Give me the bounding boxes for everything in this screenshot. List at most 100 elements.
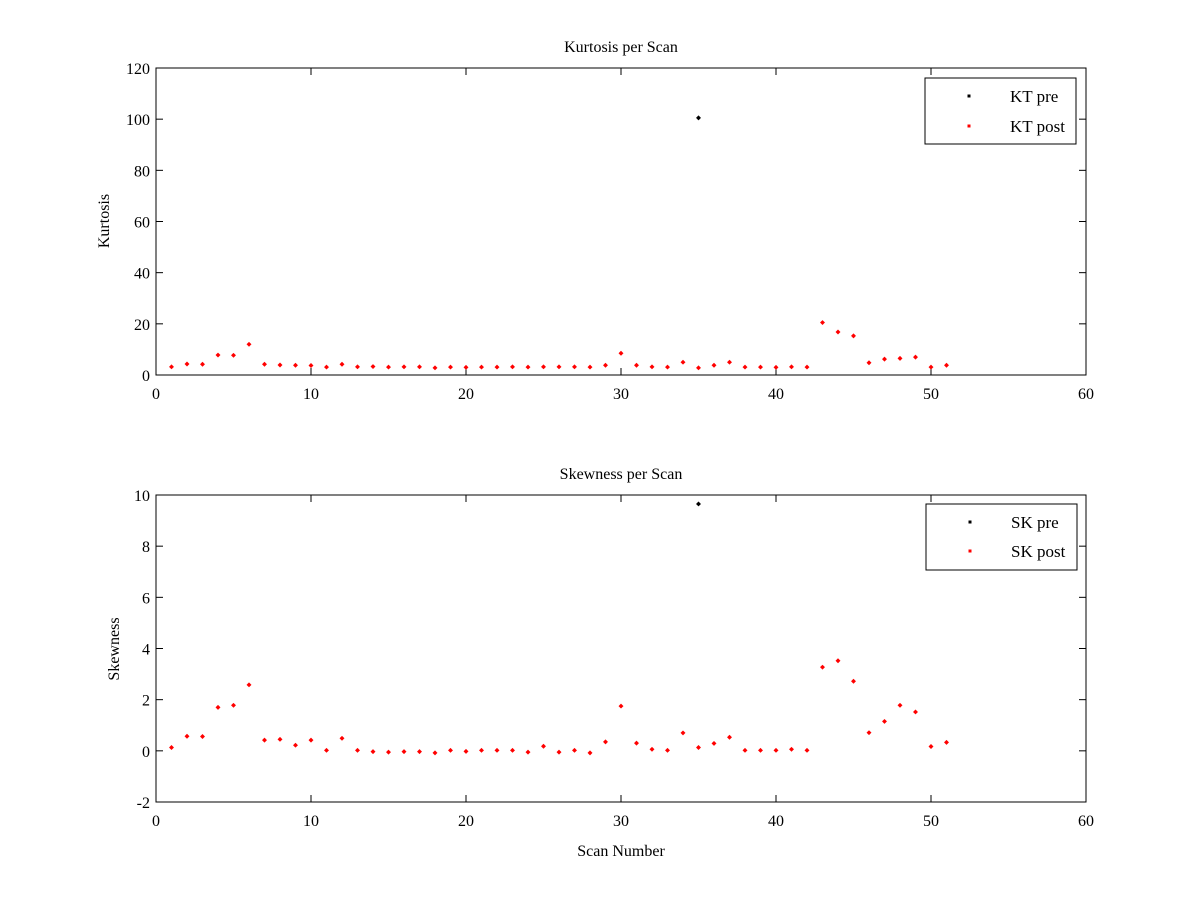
skewness-xtick-label: 10 bbox=[303, 813, 319, 830]
sk-post-point bbox=[169, 745, 174, 750]
kt-post-point bbox=[200, 361, 205, 367]
kt-post-point bbox=[680, 359, 686, 365]
kurtosis-xtick-label: 50 bbox=[923, 386, 939, 403]
sk-post-point bbox=[618, 703, 624, 709]
skewness-xlabel: Scan Number bbox=[577, 843, 665, 860]
kurtosis-ytick-label: 0 bbox=[142, 368, 150, 385]
kt-post-point bbox=[804, 364, 810, 370]
legend-marker-kt-pre bbox=[967, 94, 971, 98]
kurtosis-ylabel: Kurtosis bbox=[96, 194, 113, 248]
skewness-ytick-label: 6 bbox=[142, 590, 150, 607]
skewness-ytick-label: 4 bbox=[142, 642, 150, 659]
kt-post-point bbox=[308, 363, 314, 369]
skewness-xtick-label: 60 bbox=[1078, 813, 1094, 830]
kt-post-point bbox=[525, 364, 531, 370]
sk-post-point bbox=[510, 747, 515, 753]
legend-marker-kt-post bbox=[967, 124, 971, 128]
skewness-ytick-label: 10 bbox=[134, 488, 150, 505]
kt-post-point bbox=[370, 364, 376, 370]
skewness-xtick-label: 0 bbox=[152, 813, 160, 830]
sk-post-point bbox=[386, 749, 391, 755]
legend-label-sk-post: SK post bbox=[1011, 542, 1066, 561]
kt-post-point bbox=[618, 350, 624, 356]
sk-post-point bbox=[231, 702, 236, 708]
sk-post-point bbox=[293, 742, 298, 748]
kt-post-point bbox=[231, 352, 236, 358]
sk-post-point bbox=[804, 747, 810, 753]
kurtosis-title: Kurtosis per Scan bbox=[564, 39, 678, 56]
sk-post-point bbox=[277, 736, 283, 742]
kurtosis-xtick-label: 20 bbox=[458, 386, 474, 403]
sk-post-point bbox=[758, 747, 763, 753]
sk-post-point bbox=[401, 749, 407, 755]
sk-post-point bbox=[355, 747, 360, 753]
skewness-xtick-label: 40 bbox=[768, 813, 784, 830]
kt-post-point bbox=[463, 364, 469, 370]
kt-post-point bbox=[665, 364, 670, 370]
kt-post-point bbox=[386, 364, 391, 370]
legend-marker-sk-pre bbox=[968, 520, 972, 524]
legend-label-kt-pre: KT pre bbox=[1010, 87, 1058, 106]
kt-post-point bbox=[169, 364, 174, 370]
kt-post-point bbox=[448, 364, 453, 370]
sk-pre-point bbox=[696, 501, 701, 507]
sk-post-point bbox=[417, 749, 422, 755]
kt-post-point bbox=[479, 364, 484, 370]
kt-pre-point bbox=[696, 115, 701, 121]
sk-post-point bbox=[603, 739, 608, 745]
sk-post-point bbox=[448, 747, 453, 753]
sk-post-point bbox=[184, 733, 190, 739]
kt-post-point bbox=[510, 364, 515, 370]
kt-post-point bbox=[928, 364, 934, 370]
sk-post-point bbox=[773, 747, 779, 753]
kt-post-point bbox=[541, 364, 546, 370]
kurtosis-xtick-label: 30 bbox=[613, 386, 629, 403]
skewness-xtick-label: 50 bbox=[923, 813, 939, 830]
kt-post-point bbox=[355, 364, 360, 370]
sk-post-point bbox=[665, 747, 670, 753]
kt-post-point bbox=[417, 364, 422, 370]
skewness-legend: SK pre SK post bbox=[925, 503, 1078, 571]
skewness-legend-box bbox=[925, 503, 1078, 571]
kurtosis-xtick-label: 40 bbox=[768, 386, 784, 403]
kt-post-point bbox=[835, 329, 841, 335]
sk-post-point bbox=[200, 734, 205, 739]
sk-post-point bbox=[541, 743, 546, 749]
kurtosis-xtick-label: 60 bbox=[1078, 386, 1094, 403]
kt-post-point bbox=[556, 364, 562, 370]
kurtosis-xtick-label: 10 bbox=[303, 386, 319, 403]
kurtosis-ytick-label: 80 bbox=[134, 163, 150, 180]
kurtosis-ytick-label: 20 bbox=[134, 317, 150, 334]
kt-post-point bbox=[711, 362, 717, 368]
sk-post-point bbox=[525, 749, 531, 755]
kt-post-point bbox=[277, 362, 283, 368]
kt-post-point bbox=[773, 364, 779, 370]
kurtosis-ytick-label: 40 bbox=[134, 266, 150, 283]
kt-post-point bbox=[324, 364, 329, 370]
sk-post-point bbox=[463, 748, 469, 754]
sk-post-point bbox=[851, 678, 856, 684]
kt-post-point bbox=[587, 364, 593, 370]
kt-post-point bbox=[603, 362, 608, 368]
kt-post-point bbox=[634, 362, 639, 368]
kurtosis-xtick-label: 0 bbox=[152, 386, 160, 403]
sk-post-point bbox=[215, 704, 221, 710]
sk-post-point bbox=[882, 718, 887, 724]
kt-post-point bbox=[727, 359, 732, 365]
kt-post-point bbox=[262, 361, 267, 367]
kt-post-point bbox=[851, 333, 856, 339]
sk-post-point bbox=[572, 747, 577, 753]
sk-post-point bbox=[308, 737, 314, 743]
skewness-ytick-label: 2 bbox=[142, 693, 150, 710]
skewness-points bbox=[169, 501, 949, 756]
kt-post-point bbox=[820, 320, 825, 326]
sk-post-point bbox=[587, 750, 593, 756]
sk-post-point bbox=[479, 747, 484, 753]
kt-post-point bbox=[401, 364, 407, 370]
kurtosis-ytick-label: 60 bbox=[134, 215, 150, 232]
legend-label-kt-post: KT post bbox=[1010, 117, 1065, 136]
kt-post-point bbox=[293, 362, 298, 368]
kt-post-point bbox=[246, 341, 252, 347]
